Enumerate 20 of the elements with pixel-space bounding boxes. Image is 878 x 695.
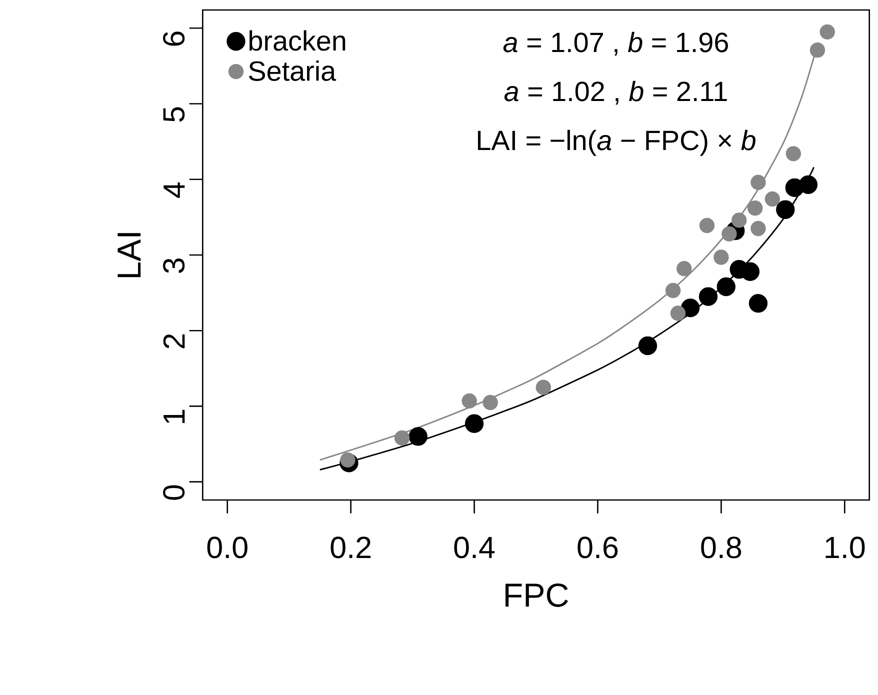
y-tick-label: 1 (164, 410, 185, 424)
x-tick-label: 0.6 (578, 536, 618, 558)
legend-label: bracken (250, 30, 346, 51)
x-axis-title: FPC (506, 584, 568, 608)
y-tick-label: 5 (163, 107, 185, 122)
annotation: a = 1.07 , b = 1.96 (503, 32, 728, 56)
annotation: a = 1.02 , b = 2.11 (504, 81, 727, 105)
y-tick-label: 2 (163, 334, 185, 348)
y-tick-label: 3 (163, 258, 185, 274)
x-tick-label: 0.4 (454, 536, 495, 558)
annotation: LAI = −ln(a − FPC) × b (478, 130, 756, 156)
x-tick-label: 0.2 (330, 536, 371, 558)
y-tick-label: 4 (164, 182, 185, 198)
x-tick-label: 0.0 (207, 536, 248, 558)
legend-label: Setaria (248, 60, 336, 82)
x-tick-label: 1.0 (826, 536, 865, 558)
y-axis-title: LAI (118, 233, 141, 278)
y-tick-label: 0 (163, 485, 185, 500)
y-tick-label: 6 (163, 32, 185, 46)
x-tick-label: 0.8 (701, 536, 742, 558)
